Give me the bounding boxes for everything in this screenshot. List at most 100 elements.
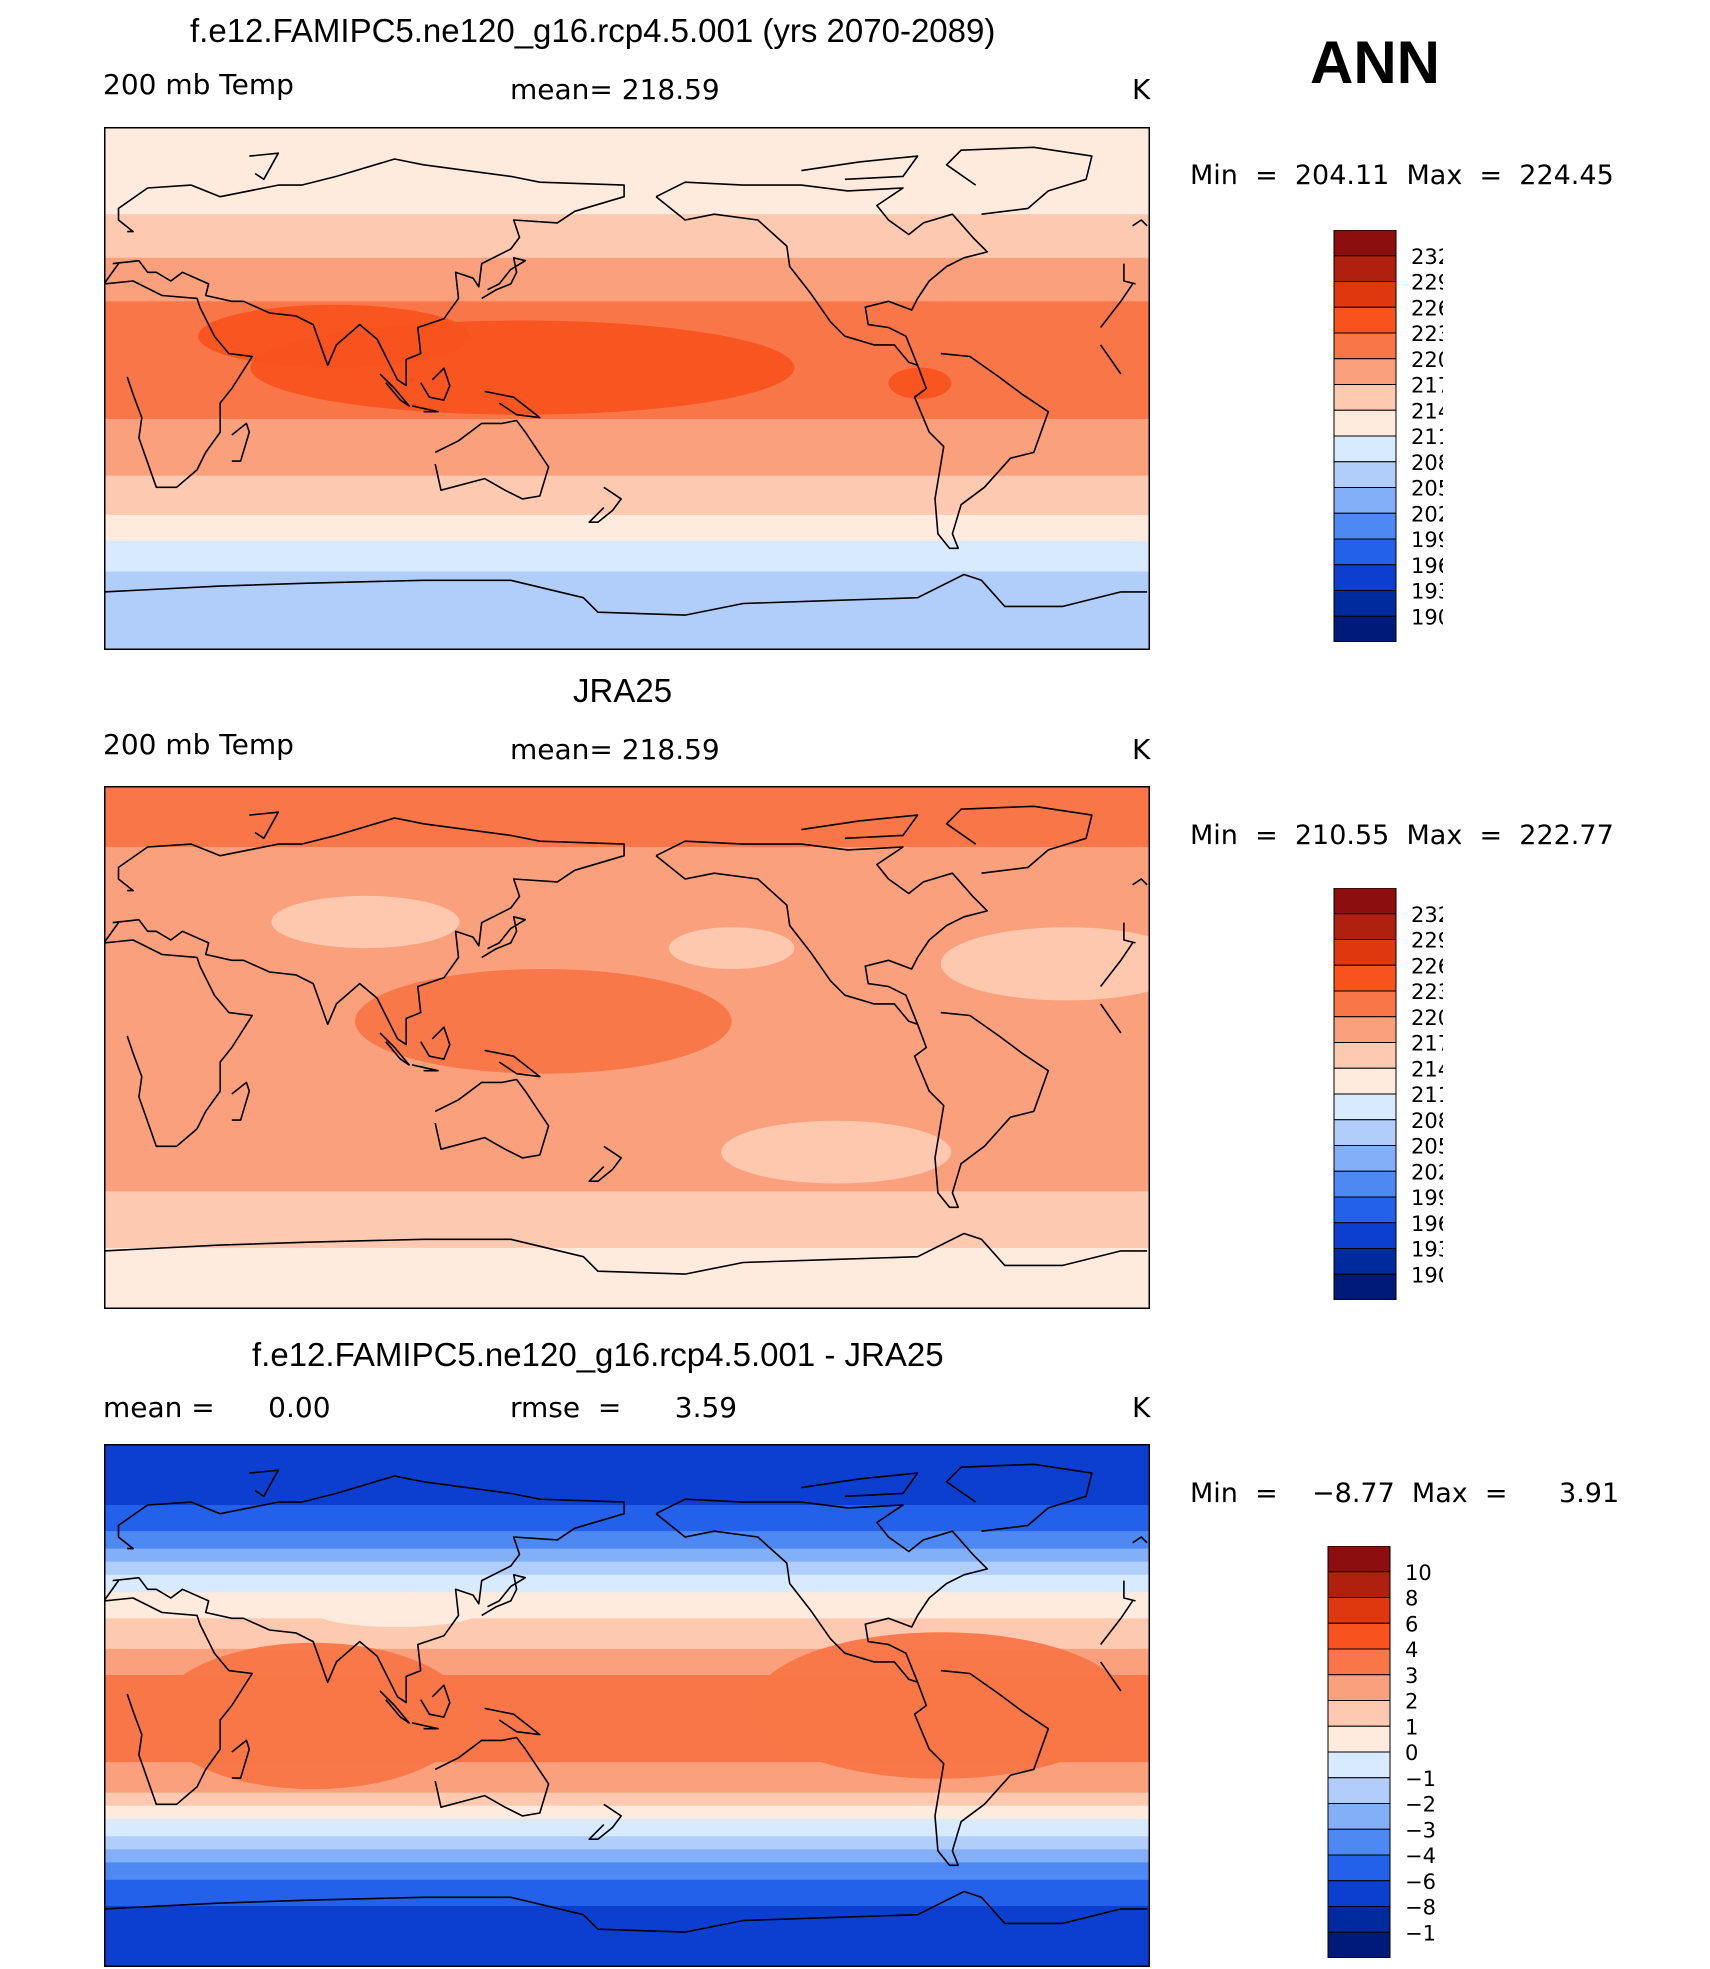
contour-blob — [721, 1120, 952, 1184]
contour-band — [104, 310, 1150, 316]
contour-band — [104, 829, 1150, 835]
contour-band — [104, 471, 1150, 477]
contour-band — [104, 1160, 1150, 1167]
contour-band — [104, 851, 1150, 857]
contour-band — [104, 519, 1150, 525]
coastline — [1132, 1536, 1148, 1544]
colorbar-tick-label: 232 — [1411, 245, 1443, 269]
coastline — [945, 805, 1093, 874]
contour-band — [104, 588, 1150, 595]
contour-band — [104, 1156, 1150, 1162]
contour-band — [104, 423, 1150, 429]
contour-band — [104, 1849, 1150, 1855]
contour-band — [104, 575, 1150, 582]
contour-band — [104, 1644, 1150, 1650]
contour-band — [104, 623, 1150, 630]
contour-band — [104, 1208, 1150, 1215]
contour-band — [104, 1457, 1150, 1463]
contour-band — [104, 296, 1150, 303]
contour-band — [104, 1653, 1150, 1659]
coastline — [104, 939, 1134, 1148]
contour-band — [104, 567, 1150, 573]
contour-band — [104, 1125, 1150, 1132]
contour-band — [104, 192, 1150, 198]
colorbar-swatch — [1333, 964, 1397, 992]
coastline — [379, 1690, 410, 1724]
contour-band — [104, 1086, 1150, 1093]
contour-band — [104, 218, 1150, 224]
panel-2-colorbar: 2322292262232202172142112082052021991961… — [1333, 888, 1443, 1300]
contour-band — [104, 1134, 1150, 1141]
contour-band — [104, 886, 1150, 892]
contour-band — [104, 934, 1150, 940]
contour-band — [104, 1844, 1150, 1851]
contour-band — [104, 510, 1150, 516]
colorbar-swatch — [1327, 1648, 1391, 1676]
colorbar-tick-label: −1 — [1405, 1767, 1436, 1791]
coastline — [249, 811, 280, 840]
colorbar-swatch — [1333, 1042, 1397, 1069]
contour-band — [104, 1696, 1150, 1703]
panel-3-mean: mean = 0.00 — [103, 1391, 331, 1424]
contour-band — [104, 179, 1150, 185]
contour-band — [104, 1487, 1150, 1493]
colorbar-tick-label: 211 — [1411, 1083, 1443, 1107]
coastline — [434, 1078, 550, 1159]
contour-band — [104, 1862, 1150, 1868]
coastline — [231, 422, 251, 462]
contour-band — [104, 1082, 1150, 1088]
contour-band — [104, 921, 1150, 927]
map-frame — [104, 786, 1150, 1309]
contour-band — [104, 1204, 1150, 1210]
panel-3-map — [104, 1444, 1150, 1967]
contour-band — [104, 799, 1150, 805]
panel-3-units: K — [1132, 1391, 1151, 1424]
colorbar-swatch — [1333, 384, 1397, 411]
contour-band — [104, 1478, 1150, 1485]
contour-band — [104, 1069, 1150, 1075]
colorbar-tick-label: 205 — [1411, 1135, 1443, 1159]
coastline — [481, 916, 527, 959]
contour-band — [104, 235, 1150, 242]
coastline — [945, 1463, 1093, 1532]
contour-band — [104, 244, 1150, 251]
contour-band — [104, 1818, 1150, 1825]
panel-2-title: JRA25 — [573, 672, 673, 709]
contour-band — [104, 314, 1150, 320]
contour-band — [104, 480, 1150, 486]
contour-band — [104, 1919, 1150, 1925]
contour-band — [104, 562, 1150, 569]
colorbar-swatch — [1327, 1622, 1391, 1650]
coastline — [420, 367, 451, 401]
contour-blob — [888, 367, 952, 399]
contour-band — [104, 131, 1150, 137]
contour-band — [104, 1574, 1150, 1581]
colorbar-swatch — [1333, 435, 1397, 463]
contour-band — [104, 615, 1150, 621]
coastline — [411, 1722, 439, 1730]
contour-band — [104, 292, 1150, 298]
contour-band — [104, 1522, 1150, 1528]
contour-band — [104, 833, 1150, 840]
panel-3-minmax: Min = −8.77 Max = 3.91 — [1190, 1478, 1620, 1509]
contour-band — [104, 1221, 1150, 1228]
contour-band — [104, 580, 1150, 586]
contour-band — [104, 1736, 1150, 1742]
contour-band — [104, 523, 1150, 529]
contour-band — [104, 458, 1150, 464]
colorbar-tick-label: 208 — [1411, 1109, 1443, 1133]
contour-band — [104, 1727, 1150, 1733]
contour-band — [104, 283, 1150, 290]
colorbar-swatch — [1333, 1248, 1397, 1275]
colorbar-tick-label: 1 — [1405, 1715, 1418, 1739]
contour-band — [104, 161, 1150, 168]
contour-band — [104, 205, 1150, 211]
contour-band — [104, 1587, 1150, 1594]
colorbar-tick-label: 220 — [1411, 348, 1443, 372]
contour-band — [104, 1679, 1150, 1685]
contour-band — [104, 1152, 1150, 1158]
contour-blob — [355, 969, 732, 1074]
contour-band — [104, 148, 1150, 155]
contour-band — [104, 1631, 1150, 1637]
contour-band — [104, 1836, 1150, 1842]
